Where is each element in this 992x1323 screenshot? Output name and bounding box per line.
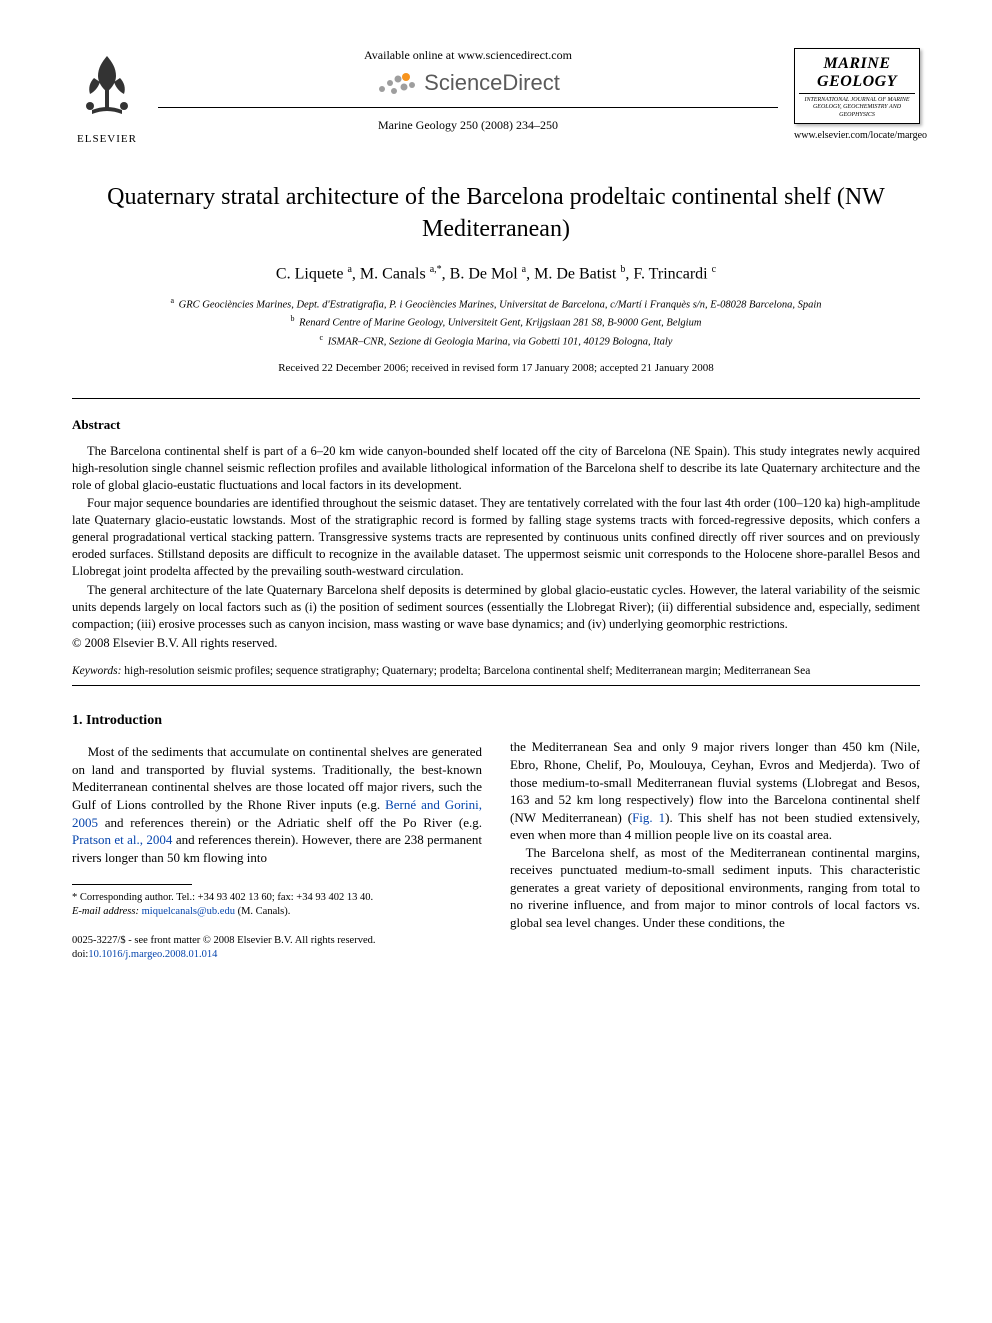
keywords-text: high-resolution seismic profiles; sequen… xyxy=(124,665,810,677)
issn-line: 0025-3227/$ - see front matter © 2008 El… xyxy=(72,934,482,948)
intro-p1: Most of the sediments that accumulate on… xyxy=(72,743,482,866)
elsevier-label: ELSEVIER xyxy=(72,133,142,145)
column-right: the Mediterranean Sea and only 9 major r… xyxy=(510,686,920,961)
affiliation-sup: c xyxy=(320,333,324,342)
sciencedirect-text: ScienceDirect xyxy=(424,70,560,96)
affiliation-text: GRC Geociències Marines, Dept. d'Estrati… xyxy=(179,300,822,311)
abstract-body: The Barcelona continental shelf is part … xyxy=(72,443,920,633)
journal-cover-block: MARINE GEOLOGY INTERNATIONAL JOURNAL OF … xyxy=(794,48,920,141)
article-dates: Received 22 December 2006; received in r… xyxy=(72,362,920,374)
abstract-p1: The Barcelona continental shelf is part … xyxy=(72,443,920,494)
ref-fig-1[interactable]: Fig. 1 xyxy=(632,810,665,825)
journal-citation: Marine Geology 250 (2008) 234–250 xyxy=(158,118,778,133)
header-rule-top xyxy=(158,107,778,108)
abstract-p3: The general architecture of the late Qua… xyxy=(72,582,920,633)
journal-url: www.elsevier.com/locate/margeo xyxy=(794,130,920,141)
affiliations: a GRC Geociències Marines, Dept. d'Estra… xyxy=(72,295,920,350)
copyright-line: © 2008 Elsevier B.V. All rights reserved… xyxy=(72,636,920,651)
footnote-rule xyxy=(72,884,192,885)
abstract-heading: Abstract xyxy=(72,417,920,433)
authors-line: C. Liquete a, M. Canals a,*, B. De Mol a… xyxy=(72,264,920,283)
affiliation-c: c ISMAR–CNR, Sezione di Geologia Marina,… xyxy=(72,332,920,350)
journal-cover-title-1: MARINE xyxy=(799,55,915,73)
sciencedirect-logo: ScienceDirect xyxy=(158,69,778,97)
footer-meta: 0025-3227/$ - see front matter © 2008 El… xyxy=(72,934,482,962)
abstract-rule-top xyxy=(72,398,920,399)
intro-p2: The Barcelona shelf, as most of the Medi… xyxy=(510,844,920,932)
affiliation-a: a GRC Geociències Marines, Dept. d'Estra… xyxy=(72,295,920,313)
intro-p1-cont: the Mediterranean Sea and only 9 major r… xyxy=(510,738,920,843)
affiliation-sup: a xyxy=(170,296,174,305)
journal-cover-rule xyxy=(799,93,915,94)
corresponding-author-footnote: * Corresponding author. Tel.: +34 93 402… xyxy=(72,891,482,919)
elsevier-logo: ELSEVIER xyxy=(72,48,142,145)
affiliation-b: b Renard Centre of Marine Geology, Unive… xyxy=(72,313,920,331)
affiliation-text: ISMAR–CNR, Sezione di Geologia Marina, v… xyxy=(328,336,673,347)
section-1-heading: 1. Introduction xyxy=(72,712,482,731)
page-header: ELSEVIER Available online at www.science… xyxy=(72,48,920,145)
affiliation-text: Renard Centre of Marine Geology, Univers… xyxy=(299,318,701,329)
footnote-email-label: E-mail address: xyxy=(72,906,139,917)
journal-cover-box: MARINE GEOLOGY INTERNATIONAL JOURNAL OF … xyxy=(794,48,920,124)
journal-cover-subtitle: INTERNATIONAL JOURNAL OF MARINE GEOLOGY,… xyxy=(799,97,915,119)
column-left: 1. Introduction Most of the sediments th… xyxy=(72,686,482,961)
footnote-corr: * Corresponding author. Tel.: +34 93 402… xyxy=(72,891,482,905)
doi-link[interactable]: 10.1016/j.margeo.2008.01.014 xyxy=(88,949,217,960)
elsevier-tree-icon xyxy=(72,48,142,126)
footnote-email-link[interactable]: miquelcanals@ub.edu xyxy=(142,906,235,917)
ref-pratson-2004[interactable]: Pratson et al., 2004 xyxy=(72,832,172,847)
header-center: Available online at www.sciencedirect.co… xyxy=(142,48,794,133)
column-right-spacer xyxy=(510,686,920,738)
body-columns: 1. Introduction Most of the sediments th… xyxy=(72,686,920,961)
journal-cover-title-2: GEOLOGY xyxy=(799,73,915,91)
available-online-text: Available online at www.sciencedirect.co… xyxy=(158,48,778,63)
doi-label: doi: xyxy=(72,949,88,960)
keywords-line: Keywords: high-resolution seismic profil… xyxy=(72,665,920,677)
footnote-email-line: E-mail address: miquelcanals@ub.edu (M. … xyxy=(72,905,482,919)
affiliation-sup: b xyxy=(291,314,295,323)
intro-p1-mid: and references therein) or the Adriatic … xyxy=(98,815,482,830)
footnote-email-author: (M. Canals). xyxy=(238,906,291,917)
sciencedirect-dots-icon xyxy=(376,69,418,97)
abstract-p2: Four major sequence boundaries are ident… xyxy=(72,495,920,579)
keywords-label: Keywords: xyxy=(72,665,121,677)
doi-line: doi:10.1016/j.margeo.2008.01.014 xyxy=(72,948,482,962)
article-title: Quaternary stratal architecture of the B… xyxy=(72,181,920,246)
